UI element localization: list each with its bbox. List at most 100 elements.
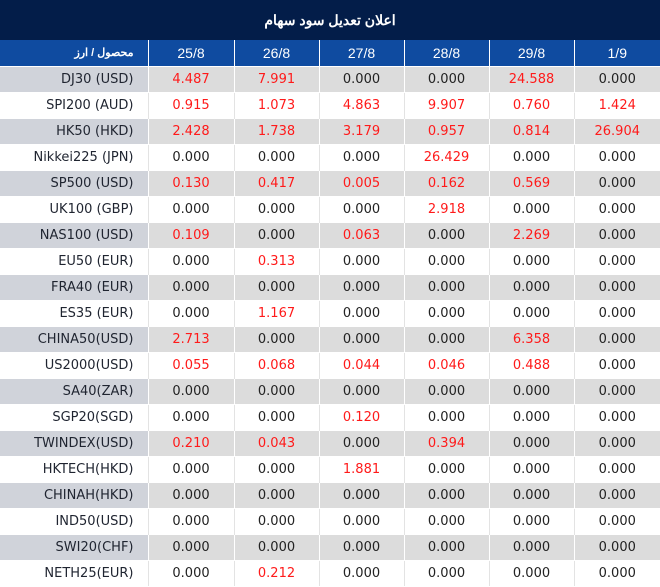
value-cell: 0.000	[573, 507, 660, 534]
value-cell: 0.000	[403, 533, 489, 560]
value-cell: 0.000	[573, 533, 660, 560]
value-cell: 0.957	[403, 117, 489, 144]
table-row: SWI20(CHF) 0.000 0.000 0.000 0.000 0.000 0.000	[0, 533, 660, 560]
value-cell: 2.918	[403, 195, 489, 222]
value-cell: 9.907	[403, 91, 489, 118]
table-row: TWINDEX(USD) 0.210 0.043 0.000 0.394 0.000 0.0…	[0, 429, 660, 456]
value-cell: 0.000	[147, 299, 234, 326]
symbol-cell: SP500 (USD)	[0, 169, 148, 196]
value-cell: 0.000	[488, 481, 574, 508]
table-row: CHINA50(USD) 2.713 0.000 0.000 0.000 6.358 0.0…	[0, 325, 660, 352]
value-cell: 0.000	[233, 143, 319, 170]
value-cell: 0.313	[233, 247, 319, 274]
symbol-cell: SWI20(CHF)	[0, 533, 148, 560]
value-cell: 0.068	[233, 351, 319, 378]
value-cell: 0.130	[147, 169, 234, 196]
dividend-table: محصول / ارز 25/8 26/8 27/8 28/8 29/8 1/9…	[0, 40, 660, 586]
value-cell: 0.000	[488, 299, 574, 326]
table-row: SP500 (USD) 0.130 0.417 0.005 0.162 0.569 0.00…	[0, 169, 660, 196]
value-cell: 0.212	[233, 559, 319, 586]
value-cell: 0.000	[147, 143, 234, 170]
value-cell: 0.915	[147, 91, 234, 118]
symbol-cell: NETH25(EUR)	[0, 559, 148, 586]
value-cell: 0.000	[147, 481, 234, 508]
header-date: 29/8	[488, 40, 574, 66]
value-cell: 0.000	[403, 65, 489, 92]
value-cell: 0.000	[573, 169, 660, 196]
value-cell: 2.269	[488, 221, 574, 248]
value-cell: 0.000	[403, 221, 489, 248]
symbol-cell: TWINDEX(USD)	[0, 429, 148, 456]
value-cell: 0.000	[147, 559, 234, 586]
table-row: IND50(USD) 0.000 0.000 0.000 0.000 0.000 0.000	[0, 507, 660, 534]
value-cell: 0.210	[147, 429, 234, 456]
value-cell: 2.428	[147, 117, 234, 144]
value-cell: 0.044	[318, 351, 404, 378]
symbol-cell: UK100 (GBP)	[0, 195, 148, 222]
symbol-cell: CHINAH(HKD)	[0, 481, 148, 508]
value-cell: 26.904	[573, 117, 660, 144]
value-cell: 0.000	[147, 455, 234, 482]
value-cell: 0.055	[147, 351, 234, 378]
value-cell: 0.417	[233, 169, 319, 196]
value-cell: 7.991	[233, 65, 319, 92]
value-cell: 0.000	[488, 455, 574, 482]
value-cell: 0.000	[318, 429, 404, 456]
symbol-cell: IND50(USD)	[0, 507, 148, 534]
header-date: 26/8	[233, 40, 319, 66]
value-cell: 0.000	[233, 195, 319, 222]
value-cell: 0.000	[403, 559, 489, 586]
table-row: CHINAH(HKD) 0.000 0.000 0.000 0.000 0.000 0.00…	[0, 481, 660, 508]
value-cell: 0.000	[488, 559, 574, 586]
value-cell: 0.000	[403, 299, 489, 326]
value-cell: 1.881	[318, 455, 404, 482]
value-cell: 0.000	[573, 273, 660, 300]
header-row: محصول / ارز 25/8 26/8 27/8 28/8 29/8 1/9	[0, 40, 660, 66]
value-cell: 0.000	[573, 221, 660, 248]
value-cell: 0.000	[147, 247, 234, 274]
table-row: DJ30 (USD) 4.487 7.991 0.000 0.000 24.588 0.00…	[0, 65, 660, 92]
header-date: 28/8	[403, 40, 489, 66]
value-cell: 0.000	[233, 273, 319, 300]
value-cell: 0.000	[147, 403, 234, 430]
value-cell: 0.000	[318, 377, 404, 404]
value-cell: 1.167	[233, 299, 319, 326]
panel-title: اعلان تعدیل سود سهام	[0, 0, 660, 40]
value-cell: 0.814	[488, 117, 574, 144]
value-cell: 0.000	[233, 403, 319, 430]
value-cell: 1.738	[233, 117, 319, 144]
value-cell: 0.000	[488, 429, 574, 456]
value-cell: 0.000	[403, 273, 489, 300]
table-row: Nikkei225 (JPN) 0.000 0.000 0.000 26.429 0.00…	[0, 143, 660, 170]
symbol-cell: SGP20(SGD)	[0, 403, 148, 430]
table-row: EU50 (EUR) 0.000 0.313 0.000 0.000 0.000 0.000	[0, 247, 660, 274]
value-cell: 4.863	[318, 91, 404, 118]
table-row: SGP20(SGD) 0.000 0.000 0.120 0.000 0.000 0.000	[0, 403, 660, 430]
value-cell: 0.000	[147, 195, 234, 222]
value-cell: 0.000	[488, 507, 574, 534]
value-cell: 0.000	[573, 247, 660, 274]
value-cell: 0.000	[147, 507, 234, 534]
symbol-cell: SPI200 (AUD)	[0, 91, 148, 118]
value-cell: 0.046	[403, 351, 489, 378]
value-cell: 0.000	[233, 455, 319, 482]
header-date: 25/8	[147, 40, 234, 66]
value-cell: 0.000	[233, 221, 319, 248]
value-cell: 0.000	[318, 195, 404, 222]
value-cell: 0.000	[318, 247, 404, 274]
table-row: FRA40 (EUR) 0.000 0.000 0.000 0.000 0.000 0.00…	[0, 273, 660, 300]
value-cell: 0.000	[573, 299, 660, 326]
value-cell: 0.000	[573, 403, 660, 430]
value-cell: 0.000	[403, 403, 489, 430]
table-row: SPI200 (AUD) 0.915 1.073 4.863 9.907 0.760 1.4…	[0, 91, 660, 118]
symbol-cell: Nikkei225 (JPN)	[0, 143, 148, 170]
value-cell: 0.000	[488, 195, 574, 222]
value-cell: 0.569	[488, 169, 574, 196]
value-cell: 0.000	[488, 143, 574, 170]
value-cell: 0.000	[488, 403, 574, 430]
value-cell: 0.000	[233, 377, 319, 404]
value-cell: 0.043	[233, 429, 319, 456]
value-cell: 0.000	[573, 195, 660, 222]
symbol-cell: HKTECH(HKD)	[0, 455, 148, 482]
value-cell: 0.000	[147, 377, 234, 404]
